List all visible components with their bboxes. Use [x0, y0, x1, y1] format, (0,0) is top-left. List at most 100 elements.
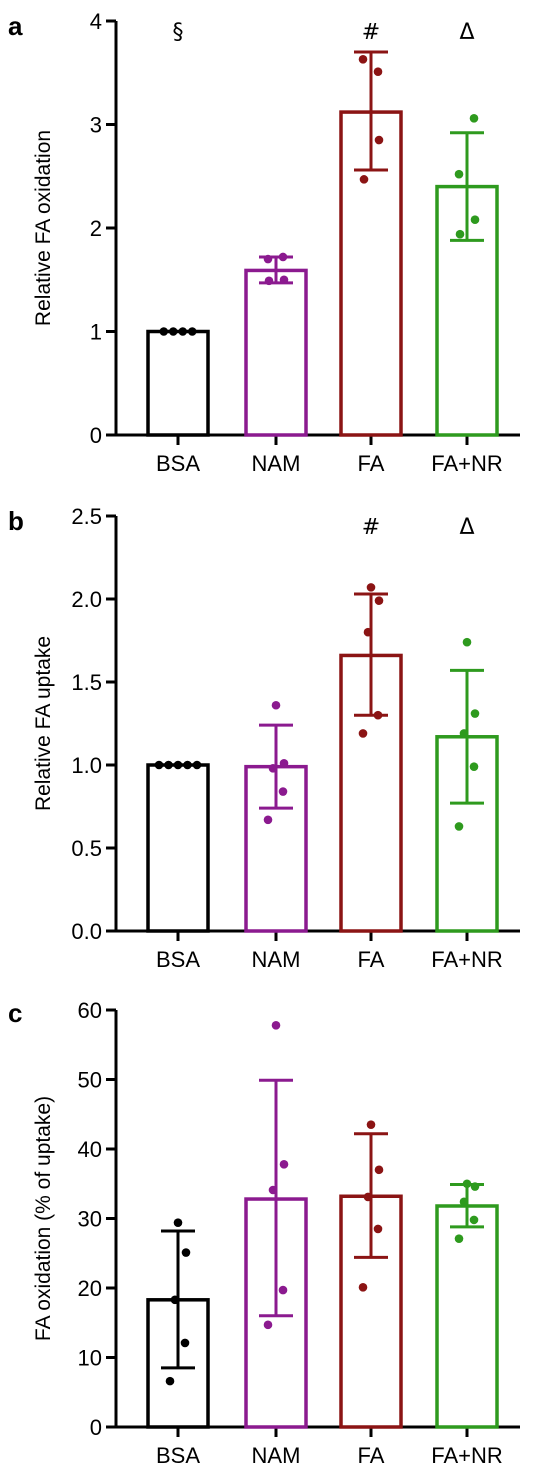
x-tick-label: FA	[358, 1443, 385, 1468]
data-point	[454, 1234, 464, 1243]
y-axis-title: FA oxidation (% of uptake)	[32, 1096, 55, 1341]
x-tick-label: FA+NR	[431, 947, 503, 972]
x-tick-label: NAM	[252, 947, 301, 972]
data-point	[154, 760, 164, 770]
data-point	[462, 637, 472, 647]
data-point	[455, 229, 465, 239]
data-point	[358, 729, 368, 738]
data-point	[469, 113, 479, 123]
data-point	[268, 764, 278, 773]
x-tick-label: NAM	[252, 1443, 301, 1468]
y-tick-label: 10	[78, 1346, 102, 1371]
data-point	[454, 169, 464, 179]
x-tick-label: NAM	[252, 451, 301, 476]
data-point	[271, 1020, 281, 1030]
x-tick-label: FA	[358, 947, 385, 972]
data-point	[278, 1285, 288, 1295]
x-tick-label: FA+NR	[431, 451, 503, 476]
significance-mark: §	[173, 20, 184, 45]
data-point	[373, 1224, 383, 1234]
data-point	[358, 1283, 368, 1292]
y-tick-label: 60	[78, 998, 102, 1023]
y-tick-label: 1	[90, 320, 102, 345]
data-point	[192, 760, 202, 770]
y-tick-label: 2	[90, 216, 102, 241]
panel-c: c FA oxidation (% of uptake) 0 10 20 30 40 50 60…	[8, 998, 520, 1468]
data-point	[164, 760, 173, 770]
x-tick-label: BSA	[156, 1443, 200, 1468]
y-tick-label: 1.5	[71, 670, 102, 695]
bar-fa-nr	[435, 1204, 499, 1429]
data-point	[180, 1338, 190, 1348]
x-tick-label: BSA	[156, 947, 200, 972]
y-tick-label: 50	[78, 1068, 102, 1093]
data-point	[271, 700, 281, 710]
bar-nam	[244, 268, 308, 437]
panel-a: a Relative FA oxidation 0 1 2 3 4 BSA § NAM FA # FA+…	[8, 9, 520, 476]
data-point	[359, 175, 369, 184]
data-point	[366, 1120, 376, 1129]
data-point	[173, 760, 183, 770]
data-point	[462, 1179, 472, 1189]
data-point	[263, 1320, 273, 1330]
data-point	[358, 54, 368, 64]
data-point	[373, 710, 383, 720]
data-point	[366, 583, 376, 592]
x-tick-label: FA	[358, 451, 385, 476]
data-point	[159, 327, 169, 336]
y-tick-label: 0.0	[71, 919, 102, 944]
data-point	[263, 254, 273, 264]
significance-mark: #	[362, 515, 380, 540]
bar-bsa	[146, 329, 210, 437]
data-point	[263, 815, 273, 825]
data-point	[181, 1248, 191, 1257]
y-tick-label: 0.5	[71, 836, 102, 861]
data-point	[170, 1295, 180, 1305]
panel-letter: c	[8, 998, 22, 1028]
bar-bsa	[146, 763, 210, 933]
data-point	[187, 327, 197, 336]
data-point	[459, 729, 469, 738]
data-point	[469, 762, 479, 771]
significance-mark: Δ	[459, 20, 474, 45]
y-tick-label: 20	[78, 1276, 102, 1301]
y-tick-label: 1.0	[71, 753, 102, 778]
data-point	[278, 252, 288, 262]
y-axis-title: Relative FA uptake	[32, 636, 55, 811]
data-point	[165, 1376, 175, 1386]
data-point	[459, 1197, 469, 1207]
panel-letter: b	[8, 506, 24, 536]
panel-b: b Relative FA uptake 0.0 0.5 1.0 1.5 2.0 2.5 BSA…	[8, 504, 520, 972]
y-axis-title: Relative FA oxidation	[32, 130, 55, 326]
y-tick-label: 0	[90, 1415, 102, 1440]
data-point	[363, 627, 373, 637]
y-tick-label: 3	[90, 113, 102, 138]
data-point	[178, 327, 188, 336]
data-point	[373, 67, 383, 77]
y-tick-label: 4	[90, 9, 102, 34]
x-tick-label: BSA	[156, 451, 200, 476]
y-tick-label: 30	[78, 1207, 102, 1232]
data-point	[264, 276, 274, 286]
y-tick-label: 2.0	[71, 587, 102, 612]
data-point	[374, 596, 384, 605]
data-point	[279, 275, 289, 285]
panel-letter: a	[8, 11, 23, 41]
data-point	[363, 1192, 373, 1202]
data-point	[279, 759, 289, 768]
data-point	[454, 822, 464, 831]
data-point	[374, 1165, 384, 1175]
significance-mark: #	[362, 20, 380, 45]
x-tick-label: FA+NR	[431, 1443, 503, 1468]
data-point	[183, 760, 192, 770]
data-point	[470, 215, 480, 225]
data-point	[268, 1185, 278, 1195]
significance-mark: Δ	[459, 515, 474, 540]
data-point	[470, 709, 480, 718]
data-point	[278, 787, 288, 796]
data-point	[168, 327, 178, 336]
y-tick-label: 0	[90, 423, 102, 448]
data-point	[469, 1215, 479, 1225]
data-point	[173, 1218, 183, 1227]
y-tick-label: 40	[78, 1137, 102, 1162]
